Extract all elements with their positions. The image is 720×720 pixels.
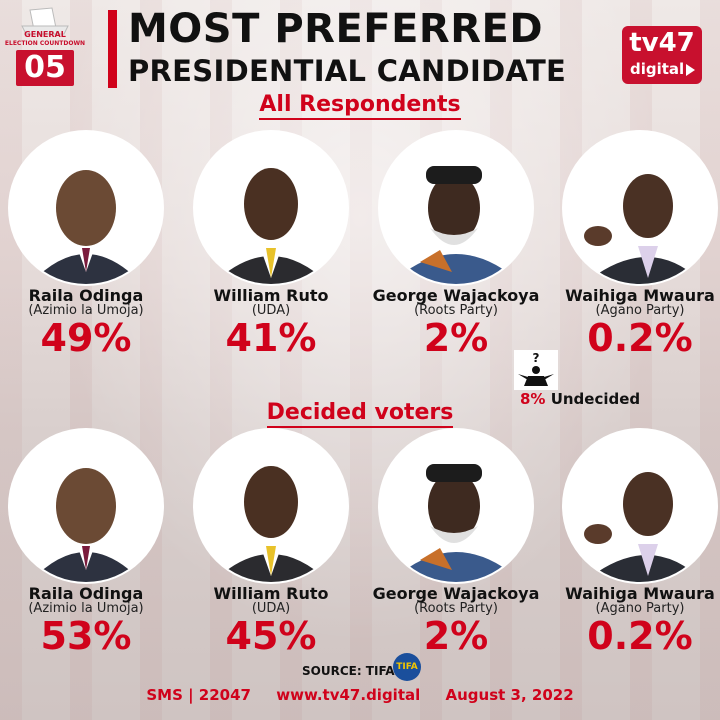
source-label: SOURCE: TIFA bbox=[302, 664, 395, 678]
candidate-party: (Agano Party) bbox=[595, 601, 685, 616]
candidate-photo bbox=[10, 430, 162, 582]
candidate-percent: 0.2% bbox=[587, 316, 693, 360]
candidate-name: William Ruto bbox=[213, 584, 329, 603]
undecided-percent: 8% bbox=[520, 390, 546, 408]
candidate-photo bbox=[564, 132, 716, 284]
candidate-card: William Ruto (UDA) 45% bbox=[181, 430, 361, 656]
section-title-all-respondents: All Respondents bbox=[0, 92, 720, 120]
countdown-label: GENERAL ELECTION COUNTDOWN bbox=[4, 30, 86, 47]
candidate-percent: 53% bbox=[40, 614, 132, 658]
footer-date: August 3, 2022 bbox=[445, 686, 574, 704]
brand-logo: tv47 digital bbox=[622, 26, 702, 84]
candidate-card: George Wajackoya (Roots Party) 2% bbox=[366, 132, 546, 358]
footer: SMS | 22047 www.tv47.digital August 3, 2… bbox=[0, 686, 720, 704]
page-subtitle: PRESIDENTIAL CANDIDATE bbox=[128, 54, 567, 88]
candidate-name: George Wajackoya bbox=[372, 286, 540, 305]
footer-sms: SMS | 22047 bbox=[146, 686, 251, 704]
undecided-label: Undecided bbox=[550, 390, 641, 408]
candidate-percent: 45% bbox=[225, 614, 317, 658]
candidate-photo bbox=[380, 132, 532, 284]
person-question-icon: ? bbox=[514, 350, 558, 390]
candidate-party: (UDA) bbox=[251, 601, 291, 616]
candidate-party: (Azimio la Umoja) bbox=[28, 601, 144, 616]
candidate-card: Waihiga Mwaura (Agano Party) 0.2% bbox=[550, 430, 720, 656]
page-title: MOST PREFERRED bbox=[128, 6, 544, 52]
candidate-party: (Agano Party) bbox=[595, 303, 685, 318]
candidate-percent: 49% bbox=[40, 316, 132, 360]
candidate-name: George Wajackoya bbox=[372, 584, 540, 603]
countdown-number: 05 bbox=[16, 50, 74, 86]
candidate-percent: 2% bbox=[423, 614, 489, 658]
candidate-photo bbox=[10, 132, 162, 284]
undecided-stat: 8% Undecided bbox=[520, 390, 640, 408]
candidate-name: Waihiga Mwaura bbox=[565, 286, 715, 305]
tifa-logo: TIFA bbox=[393, 653, 421, 681]
svg-text:?: ? bbox=[533, 351, 540, 365]
candidate-photo bbox=[380, 430, 532, 582]
candidate-party: (Roots Party) bbox=[414, 601, 498, 616]
candidate-card: George Wajackoya (Roots Party) 2% bbox=[366, 430, 546, 656]
candidate-card: William Ruto (UDA) 41% bbox=[181, 132, 361, 358]
candidate-name: William Ruto bbox=[213, 286, 329, 305]
candidate-photo bbox=[195, 430, 347, 582]
candidate-percent: 0.2% bbox=[587, 614, 693, 658]
brand-main: tv47 bbox=[629, 28, 695, 58]
candidate-photo bbox=[564, 430, 716, 582]
candidate-party: (Roots Party) bbox=[414, 303, 498, 318]
candidate-name: Raila Odinga bbox=[28, 584, 144, 603]
candidate-card: Waihiga Mwaura (Agano Party) 0.2% bbox=[550, 132, 720, 358]
candidate-party: (Azimio la Umoja) bbox=[28, 303, 144, 318]
title-accent-bar bbox=[108, 10, 117, 88]
candidate-card: Raila Odinga (Azimio la Umoja) 53% bbox=[0, 430, 176, 656]
candidate-percent: 2% bbox=[423, 316, 489, 360]
play-icon bbox=[686, 64, 695, 76]
candidate-card: Raila Odinga (Azimio la Umoja) 49% bbox=[0, 132, 176, 358]
candidate-name: Waihiga Mwaura bbox=[565, 584, 715, 603]
ballot-box-icon bbox=[21, 7, 69, 35]
candidate-percent: 41% bbox=[225, 316, 317, 360]
candidate-party: (UDA) bbox=[251, 303, 291, 318]
footer-website[interactable]: www.tv47.digital bbox=[276, 686, 421, 704]
section-title-decided-voters: Decided voters bbox=[0, 400, 720, 428]
brand-sub: digital bbox=[630, 60, 685, 78]
candidate-photo bbox=[195, 132, 347, 284]
candidate-name: Raila Odinga bbox=[28, 286, 144, 305]
